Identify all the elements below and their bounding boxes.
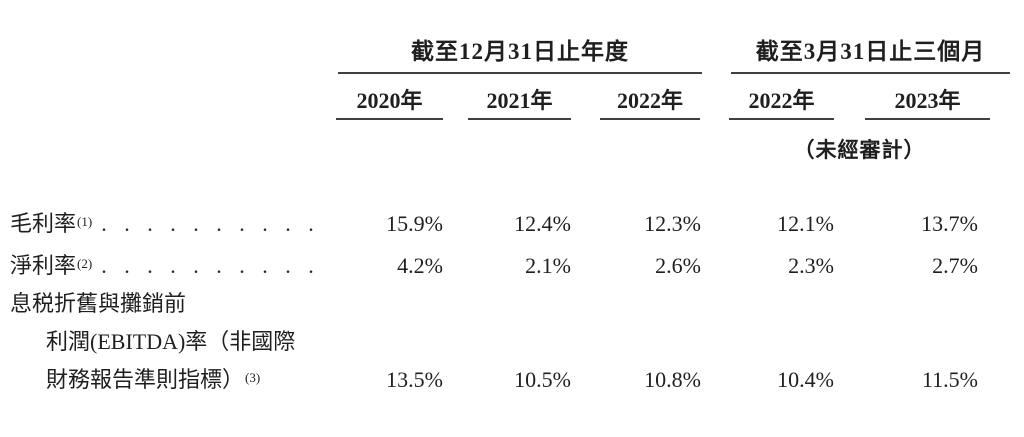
year-column-header-2020: 2020年 — [336, 90, 443, 120]
value-cell: 12.1% — [777, 211, 834, 236]
value-cell: 4.2% — [397, 253, 443, 278]
value-cell: 12.4% — [514, 211, 571, 236]
value-cell: 13.7% — [921, 211, 978, 236]
value-cell: 10.4% — [777, 367, 834, 392]
value-cell: 2.7% — [932, 253, 978, 278]
unaudited-note: （未經審計） — [793, 138, 926, 162]
table-row-ebitda-label-line1: 息税折舊與攤銷前 — [0, 284, 1024, 322]
row-label: 財務報告準則指標） — [46, 367, 245, 392]
table-row-ebitda-margin: 財務報告準則指標） (3) 13.5% 10.5% 10.8% 10.4% 11… — [0, 360, 1024, 398]
value-cell: 12.3% — [644, 211, 701, 236]
dot-leader — [101, 254, 328, 278]
footnote-marker: (2) — [77, 256, 93, 271]
dot-leader — [101, 212, 328, 236]
table-row-net-margin: 淨利率 (2) 4.2% 2.1% 2.6% 2.3% 2.7% — [0, 242, 1024, 284]
year-column-header-2022-q1: 2022年 — [729, 90, 834, 120]
row-label-cell: 毛利率 (1) — [0, 212, 332, 236]
value-cell: 10.5% — [514, 367, 571, 392]
table-row-ebitda-label-line2: 利潤(EBITDA)率（非國際 — [0, 322, 1024, 360]
row-label: 毛利率 — [10, 211, 77, 236]
row-label: 淨利率 — [10, 253, 77, 278]
row-label: 息税折舊與攤銷前 — [10, 291, 187, 316]
table-body: 毛利率 (1) 15.9% 12.4% 12.3% 12.1% 13.7% 淨利… — [0, 200, 1024, 398]
row-label-cell: 息税折舊與攤銷前 — [0, 292, 332, 316]
footnote-marker: (1) — [77, 214, 93, 229]
value-cell: 13.5% — [386, 367, 443, 392]
year-column-header-2022: 2022年 — [600, 90, 700, 120]
year-column-header-2021: 2021年 — [468, 90, 571, 120]
column-group-label: 截至12月31日止年度 — [411, 39, 629, 64]
row-label-cell: 財務報告準則指標） (3) — [0, 368, 332, 392]
table-row-gross-margin: 毛利率 (1) 15.9% 12.4% 12.3% 12.1% 13.7% — [0, 200, 1024, 242]
footnote-marker: (3) — [245, 370, 261, 385]
column-group-three-months-ended-mar31: 截至3月31日止三個月 — [731, 40, 1010, 74]
column-group-label: 截至3月31日止三個月 — [755, 39, 986, 64]
value-cell: 11.5% — [921, 367, 978, 392]
row-label: 利潤(EBITDA)率（非國際 — [46, 329, 296, 354]
row-label-cell: 淨利率 (2) — [0, 254, 332, 278]
row-label-cell: 利潤(EBITDA)率（非國際 — [0, 330, 332, 354]
column-group-year-ended-dec31: 截至12月31日止年度 — [338, 40, 702, 74]
value-cell: 2.6% — [655, 253, 701, 278]
value-cell: 15.9% — [386, 211, 443, 236]
value-cell: 2.3% — [788, 253, 834, 278]
value-cell: 2.1% — [525, 253, 571, 278]
year-column-header-2023-q1: 2023年 — [865, 90, 990, 120]
value-cell: 10.8% — [644, 367, 701, 392]
